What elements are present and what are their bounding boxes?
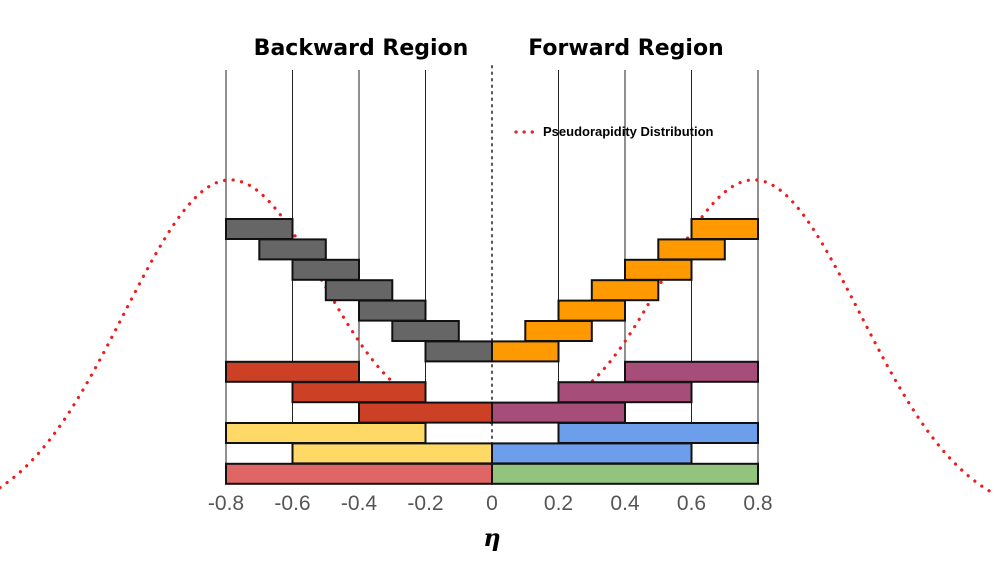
x-axis-ticks: -0.8 -0.6 -0.4 -0.2 0 0.2 0.4 0.6 0.8 xyxy=(208,492,773,515)
red-bin-3 xyxy=(358,401,493,424)
legend: Pseudorapidity Distribution xyxy=(514,124,714,139)
tick-label-6: 0.4 xyxy=(610,492,640,515)
purple-bin-2 xyxy=(557,381,693,404)
blue-bin-1 xyxy=(557,422,759,444)
tick-label-4: 0 xyxy=(486,492,498,515)
legend-label: Pseudorapidity Distribution xyxy=(543,124,714,139)
orange-bin-1 xyxy=(690,218,759,240)
gray-bin-3 xyxy=(291,258,360,281)
gray-bin-6 xyxy=(391,320,460,342)
red-bin-1 xyxy=(225,360,360,383)
tick-label-3: -0.2 xyxy=(407,492,443,515)
gray-bin-7 xyxy=(424,340,493,363)
gray-bin-5 xyxy=(358,299,427,322)
orange-bin-7 xyxy=(491,340,560,363)
x-axis-label: η xyxy=(483,523,500,552)
red-bin-2 xyxy=(291,381,427,404)
purple-bin-1 xyxy=(624,360,759,383)
yellow-bin-2 xyxy=(291,442,493,465)
forward-region-title: Forward Region xyxy=(528,36,723,61)
tick-label-1: -0.6 xyxy=(274,492,310,515)
tick-label-7: 0.6 xyxy=(677,492,706,515)
orange-bin-6 xyxy=(524,320,593,342)
green-bin-1 xyxy=(491,462,759,485)
backward-region-title: Backward Region xyxy=(254,36,469,61)
tick-label-8: 0.8 xyxy=(743,492,772,515)
orange-bin-2 xyxy=(657,238,726,261)
eta-bins xyxy=(225,218,759,485)
gray-bin-1 xyxy=(225,218,294,240)
purple-bin-3 xyxy=(491,401,626,424)
yellow-bin-1 xyxy=(225,422,427,444)
orange-bin-4 xyxy=(590,279,660,302)
blue-bin-2 xyxy=(491,442,693,465)
gray-bin-2 xyxy=(258,238,327,261)
orange-bin-5 xyxy=(557,299,626,322)
tick-label-5: 0.2 xyxy=(544,492,573,515)
tick-label-0: -0.8 xyxy=(208,492,244,515)
gray-bin-4 xyxy=(324,279,394,302)
orange-bin-3 xyxy=(624,258,693,281)
tick-label-2: -0.4 xyxy=(341,492,378,515)
pink-bin-1 xyxy=(225,462,493,485)
